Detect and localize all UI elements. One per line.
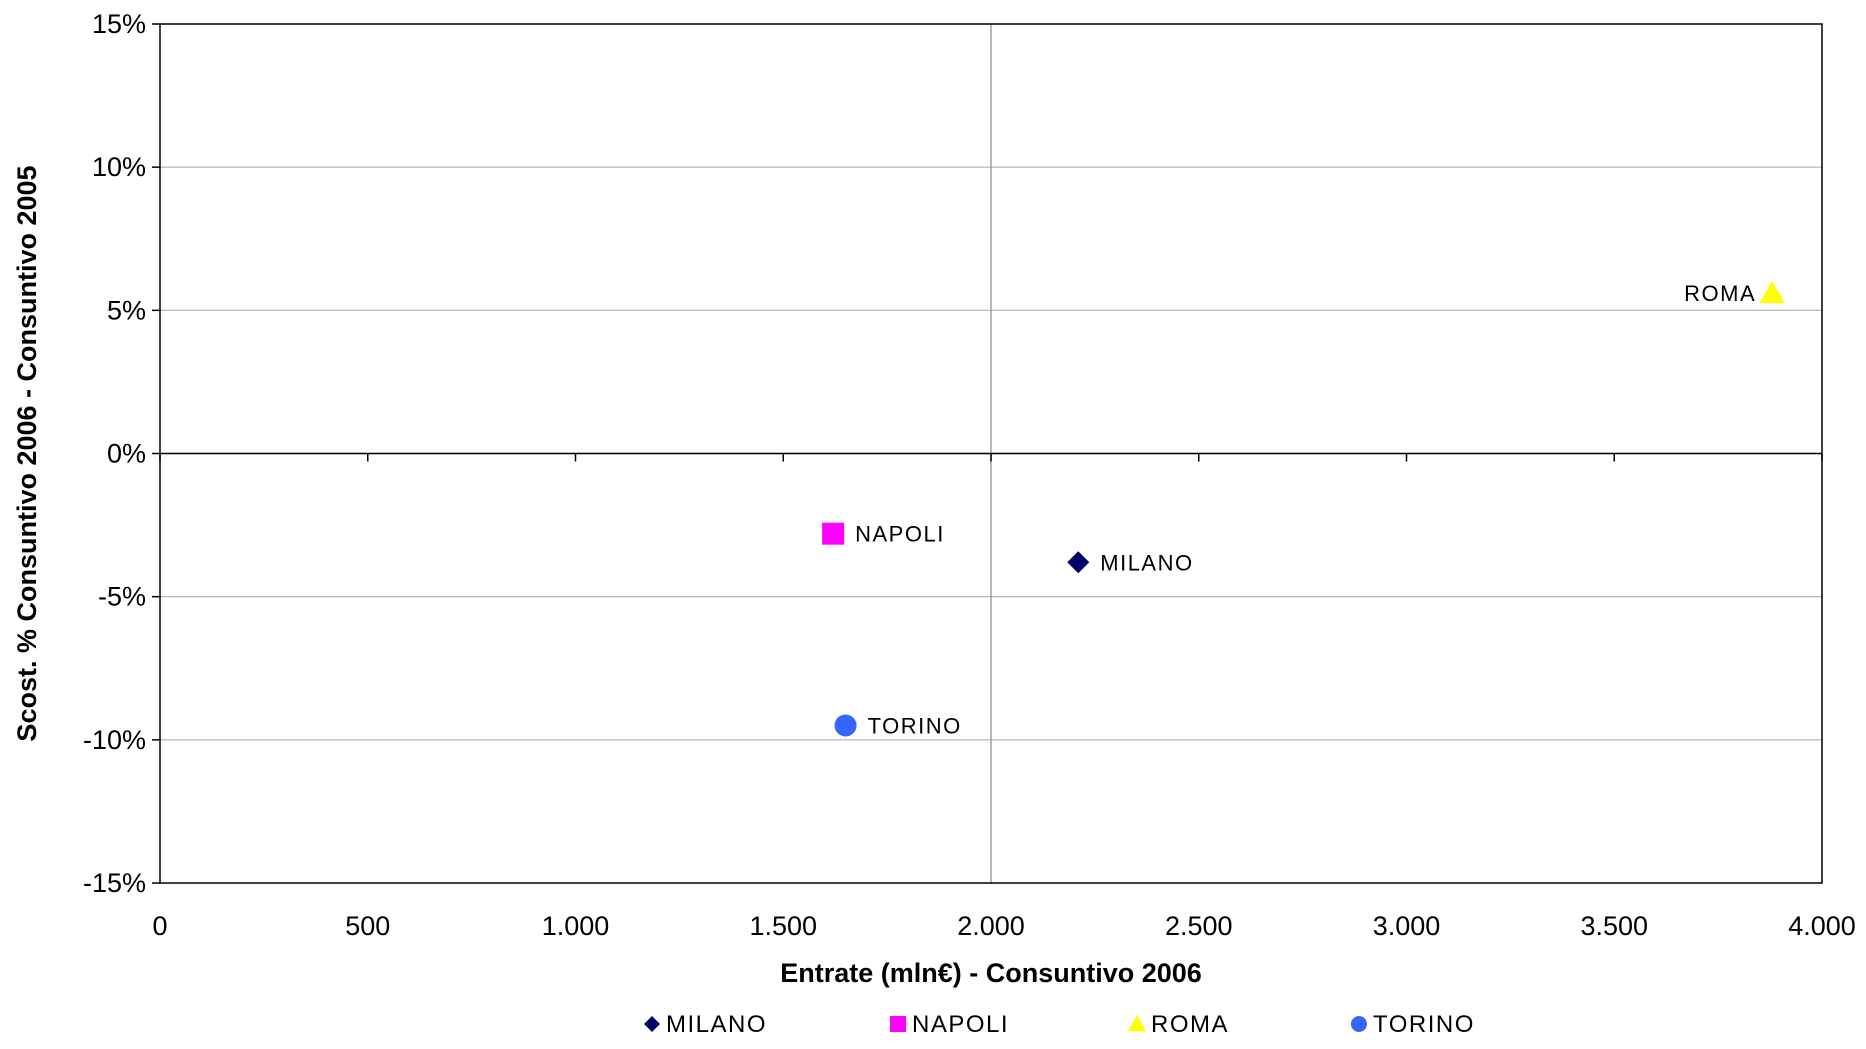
- legend-item-milano: MILANO: [644, 1011, 767, 1038]
- series-napoli: NAPOLI: [822, 522, 945, 547]
- y-tick-label: 15%: [92, 9, 146, 39]
- data-label-torino: TORINO: [868, 714, 962, 739]
- legend-item-napoli: NAPOLI: [890, 1011, 1009, 1038]
- y-tick-label: 0%: [107, 439, 146, 469]
- legend-label-torino: TORINO: [1373, 1011, 1475, 1038]
- x-tick-label: 500: [345, 911, 390, 941]
- x-tick-label: 1.000: [542, 911, 610, 941]
- legend-marker-roma: [1127, 1015, 1147, 1032]
- y-tick-label: 10%: [92, 152, 146, 182]
- legend-item-roma: ROMA: [1127, 1011, 1229, 1038]
- series-roma: ROMA: [1684, 281, 1785, 306]
- data-point-napoli: [822, 522, 845, 545]
- data-point-milano: [1067, 551, 1090, 574]
- legend-marker-torino: [1351, 1016, 1367, 1032]
- data-point-roma: [1759, 281, 1785, 304]
- x-tick-label: 0: [152, 911, 167, 941]
- legend-item-torino: TORINO: [1351, 1011, 1475, 1038]
- legend-label-roma: ROMA: [1151, 1011, 1229, 1038]
- legend-marker-napoli: [890, 1016, 906, 1032]
- x-axis-ticks: 0 500 1.000 1.500 2.000 2.500 3.000 3.500 4.000: [152, 453, 1856, 941]
- y-tick-label: -5%: [98, 582, 146, 612]
- legend-marker-milano: [644, 1016, 660, 1032]
- legend-label-napoli: NAPOLI: [912, 1011, 1009, 1038]
- series-milano: MILANO: [1067, 550, 1193, 575]
- x-tick-label: 4.000: [1788, 911, 1856, 941]
- x-tick-label: 2.500: [1165, 911, 1233, 941]
- data-point-torino: [834, 714, 857, 737]
- y-tick-label: -15%: [83, 868, 146, 898]
- x-tick-label: 3.000: [1373, 911, 1441, 941]
- x-tick-label: 1.500: [749, 911, 817, 941]
- data-label-roma: ROMA: [1684, 281, 1756, 306]
- data-points: MILANO NAPOLI ROMA TORINO: [822, 281, 1785, 739]
- legend: MILANO NAPOLI ROMA TORINO: [644, 1011, 1475, 1038]
- x-tick-label: 2.000: [957, 911, 1025, 941]
- legend-label-milano: MILANO: [666, 1011, 767, 1038]
- series-torino: TORINO: [834, 714, 962, 739]
- y-tick-label: -10%: [83, 725, 146, 755]
- x-axis-title: Entrate (mln€) - Consuntivo 2006: [780, 958, 1202, 988]
- y-axis-title: Scost. % Consuntivo 2006 - Consuntivo 20…: [12, 165, 42, 741]
- data-label-napoli: NAPOLI: [855, 522, 945, 547]
- y-axis-ticks: -15% -10% -5% 0% 5% 10% 15%: [83, 9, 160, 898]
- x-tick-label: 3.500: [1580, 911, 1648, 941]
- y-tick-label: 5%: [107, 295, 146, 325]
- data-label-milano: MILANO: [1100, 550, 1193, 575]
